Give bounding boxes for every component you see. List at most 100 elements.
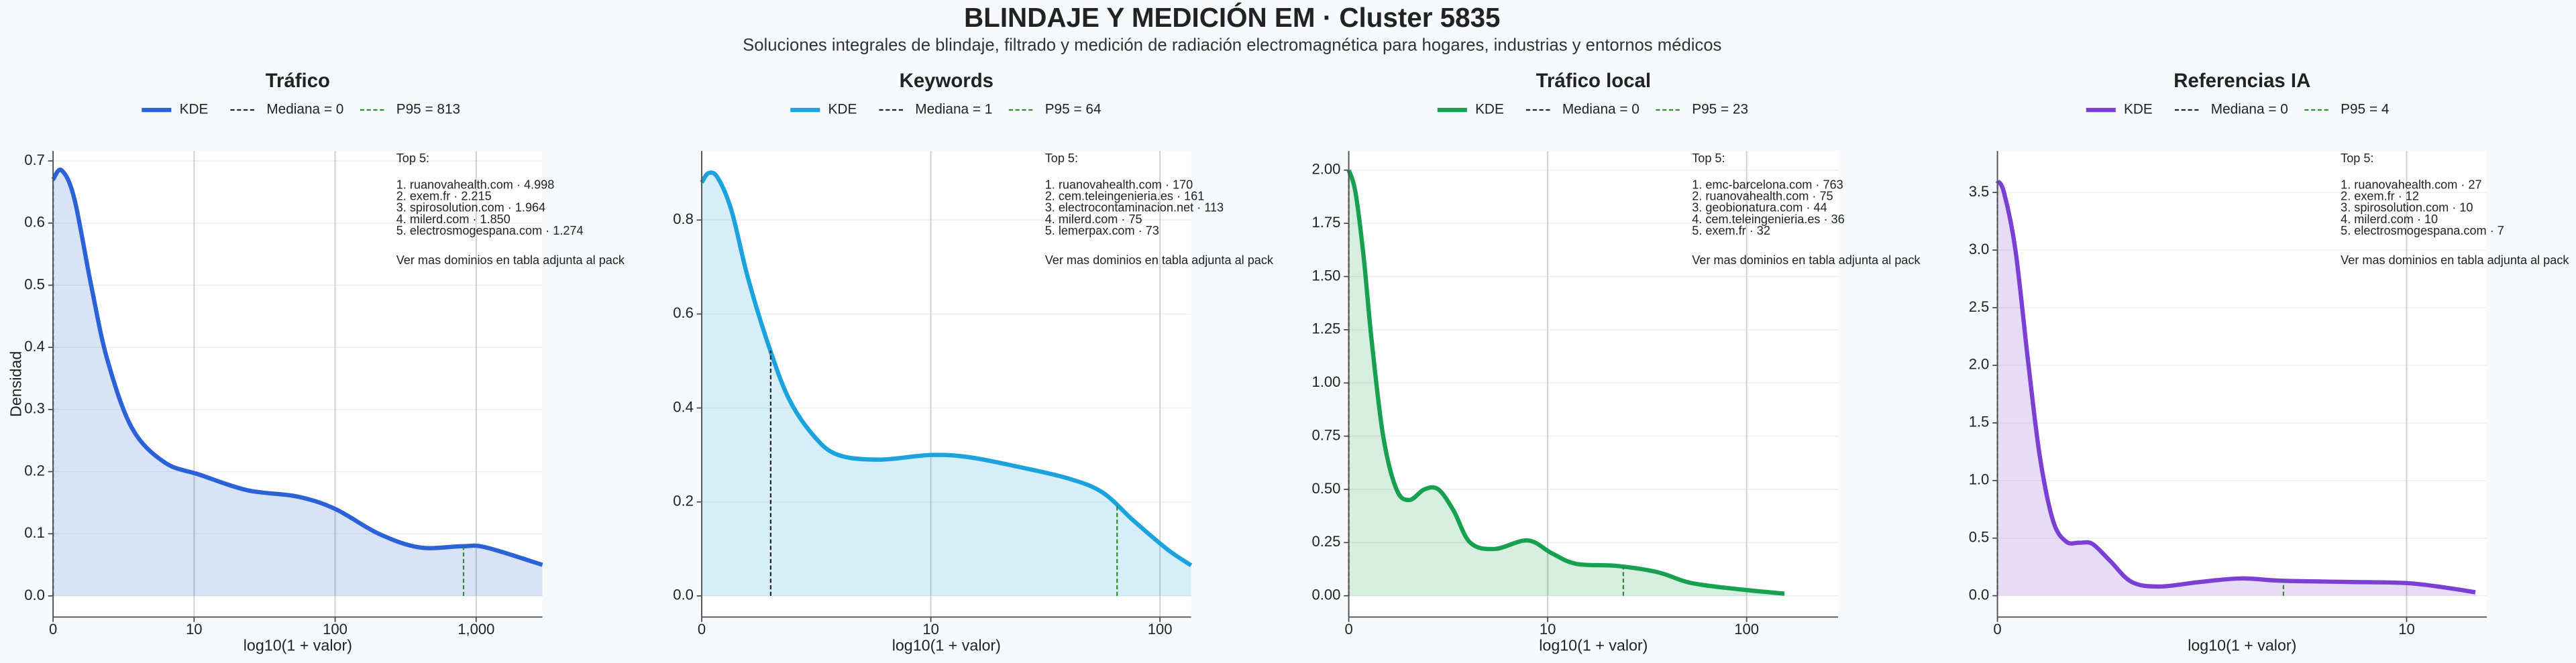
annotation-line: 5. electrosmogespana.com · 1.274 — [396, 224, 584, 237]
x-tick-label: 100 — [323, 621, 347, 638]
annotation-line: 5. lemerpax.com · 73 — [1045, 224, 1159, 237]
y-tick-label: 0.0 — [1969, 586, 1990, 603]
x-tick-label: 100 — [1148, 621, 1173, 638]
annotation-note: Ver mas dominios en tabla adjunta al pac… — [1692, 253, 1921, 267]
annotation-title: Top 5: — [1045, 152, 1078, 165]
kde-area — [53, 170, 543, 596]
panel-title: Tráfico — [266, 70, 330, 92]
kde-line — [1995, 179, 2476, 595]
x-tick-label: 0 — [698, 621, 706, 638]
y-tick-label: 0.8 — [673, 210, 694, 227]
x-axis-label: log10(1 + valor) — [1539, 637, 1648, 654]
y-tick-label: 1.5 — [1969, 414, 1990, 430]
legend-label: Mediana = 0 — [2211, 102, 2288, 117]
panel-title: Tráfico local — [1536, 70, 1651, 92]
y-tick-label: 0.5 — [1969, 529, 1990, 546]
legend-label: KDE — [180, 102, 209, 117]
annotation-title: Top 5: — [1692, 152, 1725, 165]
y-tick-label: 0.4 — [24, 338, 45, 355]
x-tick-label: 10 — [186, 621, 203, 638]
kde-line — [1346, 169, 1785, 596]
annotation-line: 3. spirosolution.com · 1.964 — [396, 201, 545, 215]
x-tick-label: 10 — [2398, 621, 2414, 638]
annotation-line: 1. emc-barcelona.com · 763 — [1692, 178, 1843, 191]
annotation-line: 3. spirosolution.com · 10 — [2341, 201, 2473, 215]
y-tick-label: 3.5 — [1969, 183, 1990, 200]
panel-title: Keywords — [900, 70, 994, 92]
y-tick-label: 0.0 — [24, 587, 45, 603]
kde-line — [51, 167, 543, 567]
y-tick-label: 0.3 — [24, 400, 45, 417]
legend-label: Mediana = 0 — [266, 102, 343, 117]
annotation-line: 3. electrocontaminacion.net · 113 — [1045, 201, 1224, 215]
annotation-title: Top 5: — [396, 152, 429, 165]
annotation-line: 3. geobionatura.com · 44 — [1692, 201, 1827, 215]
y-tick-label: 1.00 — [1311, 373, 1340, 390]
annotation-line: 5. exem.fr · 32 — [1692, 224, 1770, 237]
x-axis-label: log10(1 + valor) — [2188, 637, 2296, 654]
y-tick-label: 0.5 — [24, 276, 45, 292]
annotation-line: 1. ruanovahealth.com · 27 — [2341, 178, 2481, 191]
legend-label: P95 = 813 — [396, 102, 460, 117]
y-tick-label: 3.0 — [1969, 241, 1990, 257]
panel-title: Referencias IA — [2174, 70, 2310, 92]
x-tick-label: 10 — [1540, 621, 1556, 638]
annotation-line: 2. exem.fr · 2.215 — [396, 190, 492, 203]
legend-label: KDE — [828, 102, 857, 117]
annotation-note: Ver mas dominios en tabla adjunta al pac… — [396, 253, 625, 267]
y-tick-label: 0.4 — [673, 398, 694, 415]
annotation-line: 4. cem.teleingenieria.es · 36 — [1692, 213, 1845, 226]
main-title: BLINDAJE Y MEDICIÓN EM · Cluster 5835 — [964, 2, 1500, 33]
y-tick-label: 0.6 — [24, 214, 45, 231]
y-tick-label: 1.0 — [1969, 471, 1990, 488]
y-tick-label: 0.7 — [24, 152, 45, 168]
y-axis-label: Densidad — [7, 351, 24, 417]
legend-label: KDE — [1475, 102, 1504, 117]
y-tick-label: 0.1 — [24, 524, 45, 541]
y-tick-label: 0.00 — [1311, 587, 1340, 603]
plot-area — [1997, 151, 2487, 617]
kde-area — [1348, 170, 1785, 596]
annotation-line: 5. electrosmogespana.com · 7 — [2341, 224, 2504, 237]
annotation-line: 1. ruanovahealth.com · 170 — [1045, 178, 1193, 191]
y-tick-label: 2.0 — [1969, 356, 1990, 373]
y-tick-label: 0.0 — [673, 587, 694, 603]
x-axis-label: log10(1 + valor) — [244, 637, 352, 654]
kde-area — [702, 172, 1191, 596]
y-tick-label: 2.5 — [1969, 298, 1990, 315]
legend-label: P95 = 23 — [1692, 102, 1748, 117]
annotation-line: 2. exem.fr · 12 — [2341, 190, 2419, 203]
y-tick-label: 1.25 — [1311, 320, 1340, 337]
y-tick-label: 0.50 — [1311, 480, 1340, 497]
annotation-note: Ver mas dominios en tabla adjunta al pac… — [2341, 253, 2569, 267]
x-tick-label: 10 — [922, 621, 939, 638]
annotation-line: 4. milerd.com · 75 — [1045, 213, 1142, 226]
annotation-title: Top 5: — [2341, 152, 2373, 165]
legend-label: Mediana = 0 — [1562, 102, 1640, 117]
x-tick-label: 0 — [49, 621, 57, 638]
x-axis-label: log10(1 + valor) — [892, 637, 1001, 654]
y-tick-label: 0.6 — [673, 304, 694, 321]
x-tick-label: 0 — [1993, 621, 2001, 638]
x-tick-label: 1,000 — [458, 621, 494, 638]
kde-line — [700, 170, 1193, 568]
annotation-line: 2. cem.teleingenieria.es · 161 — [1045, 190, 1205, 203]
y-tick-label: 2.00 — [1311, 161, 1340, 178]
kde-area — [1997, 180, 2475, 596]
y-tick-label: 1.75 — [1311, 214, 1340, 231]
y-tick-label: 1.50 — [1311, 267, 1340, 284]
y-tick-label: 0.2 — [673, 493, 694, 509]
legend-label: Mediana = 1 — [915, 102, 992, 117]
plot-area — [1348, 151, 1839, 617]
x-tick-label: 100 — [1734, 621, 1759, 638]
x-tick-label: 0 — [1344, 621, 1352, 638]
y-tick-label: 0.75 — [1311, 426, 1340, 443]
y-tick-label: 0.2 — [24, 462, 45, 479]
annotation-line: 1. ruanovahealth.com · 4.998 — [396, 178, 555, 191]
subtitle: Soluciones integrales de blindaje, filtr… — [743, 36, 1721, 54]
annotation-line: 4. milerd.com · 10 — [2341, 213, 2438, 226]
plot-area — [53, 151, 543, 617]
annotation-line: 4. milerd.com · 1.850 — [396, 213, 511, 226]
y-tick-label: 0.25 — [1311, 533, 1340, 550]
